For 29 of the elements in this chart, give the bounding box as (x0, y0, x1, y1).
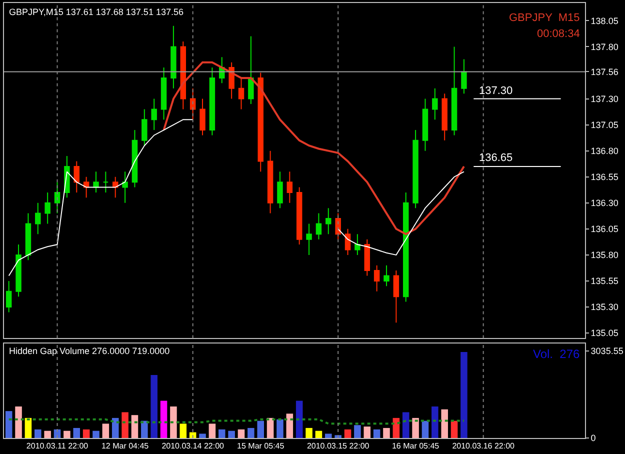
y-tick-label: 137.05 (590, 120, 618, 130)
annotation: 00:08:34 (537, 28, 580, 40)
chart-title: Hidden Gap Volume 276.0000 719.0000 (9, 346, 170, 356)
x-tick-label: 2010.03.16 22:00 (452, 442, 516, 451)
y-tick-label: 136.30 (590, 198, 618, 208)
x-tick-label: 15 Mar 05:45 (237, 442, 285, 451)
x-tick-label: 12 Mar 04:45 (101, 442, 150, 451)
x-tick-label: 16 Mar 05:45 (392, 442, 440, 451)
y-tick-label: 135.55 (590, 276, 618, 286)
annotation: Vol. 276 (533, 347, 580, 361)
y-tick-label: 136.80 (590, 146, 618, 156)
y-tick-label: 136.05 (590, 224, 618, 234)
y-tick-label: 3035.55 (590, 346, 624, 356)
y-tick-label: 137.80 (590, 42, 618, 52)
y-tick-label: 135.80 (590, 250, 618, 260)
ref-line-label: 136.65 (479, 152, 513, 164)
x-tick-label: 2010.03.11 22:00 (26, 442, 89, 451)
x-tick-label: 2010.03.15 22:00 (306, 442, 370, 451)
y-tick-label: 137.30 (590, 94, 618, 104)
y-tick-label: 135.30 (590, 302, 618, 312)
y-tick-label: 136.55 (590, 172, 618, 182)
ref-line-label: 137.30 (479, 85, 513, 97)
x-tick-label: 2010.03.14 22:00 (162, 442, 225, 451)
annotation: GBPJPY M15 (509, 12, 580, 24)
y-tick-label: 0 (590, 433, 596, 444)
y-tick-label: 137.56 (590, 66, 618, 77)
chart-title: GBPJPY,M15 137.61 137.68 137.51 137.56 (9, 7, 184, 17)
y-tick-label: 138.05 (590, 16, 618, 26)
y-tick-label: 135.05 (590, 328, 618, 338)
